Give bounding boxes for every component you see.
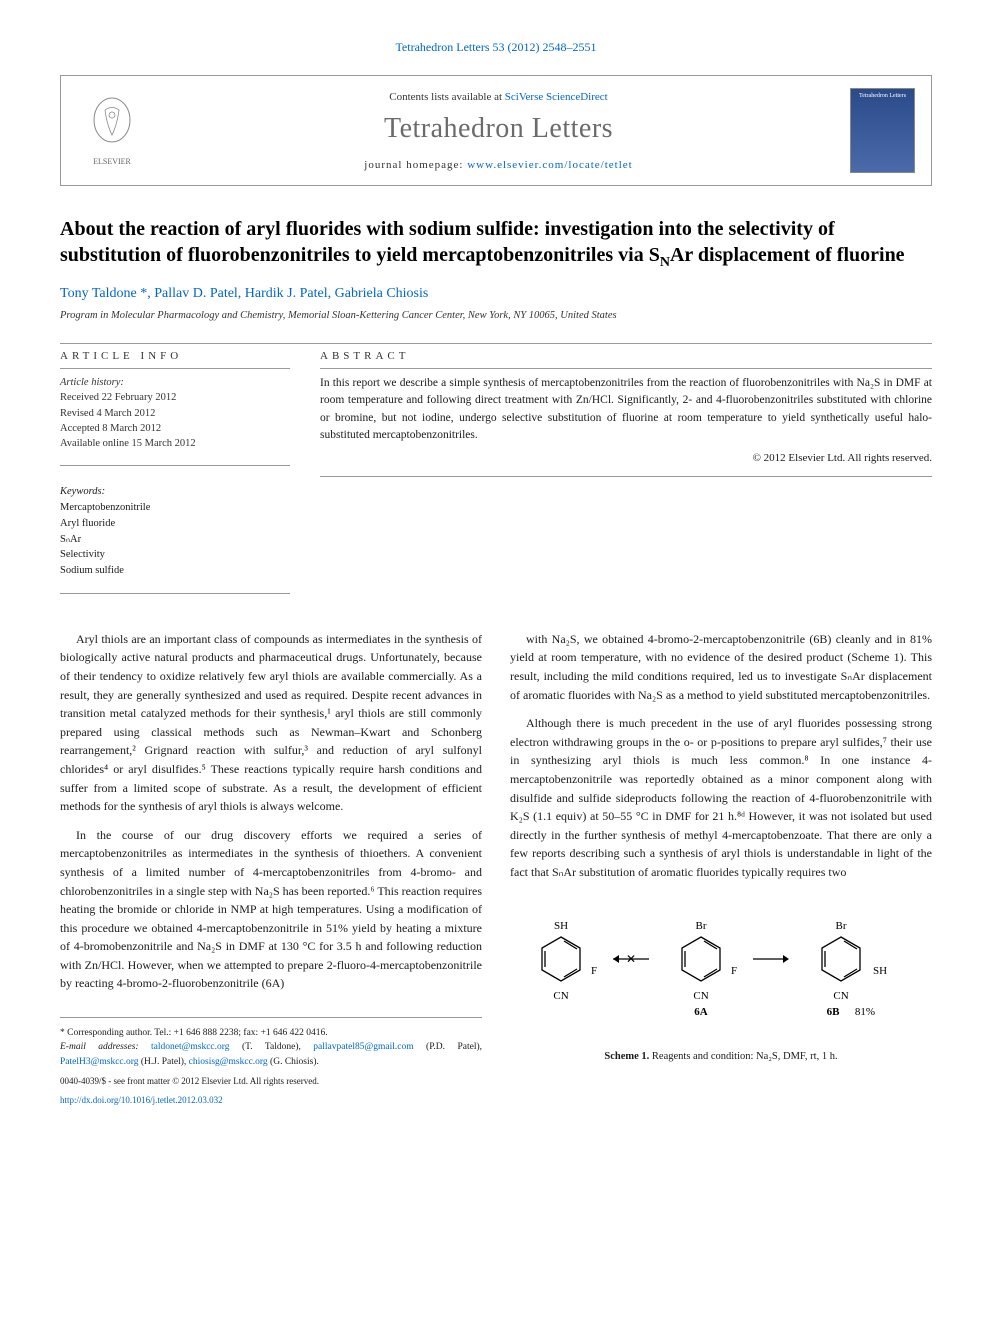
divider [60,465,290,466]
doi-link[interactable]: http://dx.doi.org/10.1016/j.tetlet.2012.… [60,1095,223,1105]
journal-cover-thumbnail: Tetrahedron Letters [850,88,915,173]
divider [60,343,932,344]
homepage-link[interactable]: www.elsevier.com/locate/tetlet [467,159,633,171]
journal-header: ELSEVIER Contents lists available at Sci… [60,75,932,186]
keyword: Selectivity [60,547,290,563]
svg-text:F: F [731,965,737,977]
abstract-column: ABSTRACT In this report we describe a si… [320,350,932,600]
email-who: (G. Chiosis) [270,1057,316,1067]
body-paragraph: with Na₂S, we obtained 4-bromo-2-mercapt… [510,630,932,704]
chemical-scheme-svg: SH F CN ✕ [521,904,921,1034]
journal-title: Tetrahedron Letters [163,113,834,145]
footer-block: * Corresponding author. Tel.: +1 646 888… [60,1017,482,1108]
article-info-label: ARTICLE INFO [60,350,290,362]
contents-prefix: Contents lists available at [389,91,504,103]
abstract-text: In this report we describe a simple synt… [320,375,932,444]
svg-text:81%: 81% [855,1006,875,1018]
svg-text:F: F [591,965,597,977]
email-who: (T. Taldone) [242,1042,299,1052]
body-paragraph: Aryl thiols are an important class of co… [60,630,482,816]
keyword: Aryl fluoride [60,516,290,532]
elsevier-logo: ELSEVIER [77,88,147,173]
svg-text:SH: SH [554,920,568,932]
corresponding-author: * Corresponding author. Tel.: +1 646 888… [60,1026,482,1040]
body-two-column: Aryl thiols are an important class of co… [60,630,932,1108]
email-link[interactable]: taldonet@mskcc.org [151,1042,230,1052]
email-link[interactable]: pallavpatel85@gmail.com [313,1042,413,1052]
email-link[interactable]: PatelH3@mskcc.org [60,1057,139,1067]
homepage-line: journal homepage: www.elsevier.com/locat… [163,159,834,171]
svg-text:6B: 6B [827,1006,841,1018]
received-date: Received 22 February 2012 [60,390,290,405]
email-link[interactable]: chiosisg@mskcc.org [189,1057,268,1067]
scheme-number: Scheme 1. [604,1051,649,1062]
svg-text:Br: Br [696,920,707,932]
svg-text:SH: SH [873,965,887,977]
body-paragraph: Although there is much precedent in the … [510,714,932,881]
authors-line: Tony Taldone *, Pallav D. Patel, Hardik … [60,286,932,302]
scheme-caption-text: Reagents and condition: Na₂S, DMF, rt, 1… [649,1051,837,1062]
divider [320,476,932,477]
keyword: Mercaptobenzonitrile [60,500,290,516]
email-who: (H.J. Patel) [141,1057,184,1067]
article-history: Article history: Received 22 February 20… [60,375,290,451]
elsevier-name: ELSEVIER [93,157,131,166]
divider [320,368,932,369]
body-column-right: with Na₂S, we obtained 4-bromo-2-mercapt… [510,630,932,1108]
svg-text:✕: ✕ [626,952,636,966]
header-center: Contents lists available at SciVerse Sci… [163,91,834,171]
email-label: E-mail addresses: [60,1042,139,1052]
article-title: About the reaction of aryl fluorides wit… [60,216,932,272]
keyword: SₙAr [60,532,290,548]
issn-line: 0040-4039/$ - see front matter © 2012 El… [60,1075,482,1089]
scheme-caption: Scheme 1. Reagents and condition: Na₂S, … [510,1049,932,1065]
online-date: Available online 15 March 2012 [60,436,290,451]
abstract-label: ABSTRACT [320,350,932,362]
email-who: (P.D. Patel) [426,1042,480,1052]
affiliation: Program in Molecular Pharmacology and Ch… [60,310,932,321]
history-label: Article history: [60,375,290,390]
svg-text:Br: Br [836,920,847,932]
svg-text:6A: 6A [694,1006,708,1018]
divider [60,368,290,369]
svg-text:CN: CN [693,990,708,1002]
divider [60,593,290,594]
homepage-prefix: journal homepage: [364,159,467,171]
body-column-left: Aryl thiols are an important class of co… [60,630,482,1108]
journal-reference: Tetrahedron Letters 53 (2012) 2548–2551 [60,40,932,55]
article-info-column: ARTICLE INFO Article history: Received 2… [60,350,290,600]
email-line: E-mail addresses: taldonet@mskcc.org (T.… [60,1040,482,1069]
svg-text:CN: CN [833,990,848,1002]
scheme-figure: SH F CN ✕ [510,904,932,1066]
sciencedirect-link[interactable]: SciVerse ScienceDirect [505,91,608,103]
contents-line: Contents lists available at SciVerse Sci… [163,91,834,103]
cover-label: Tetrahedron Letters [859,93,906,99]
svg-text:CN: CN [553,990,568,1002]
body-paragraph: In the course of our drug discovery effo… [60,826,482,993]
revised-date: Revised 4 March 2012 [60,406,290,421]
keywords-block: Keywords: Mercaptobenzonitrile Aryl fluo… [60,484,290,579]
doi-link-line: http://dx.doi.org/10.1016/j.tetlet.2012.… [60,1094,482,1108]
abstract-copyright: © 2012 Elsevier Ltd. All rights reserved… [320,452,932,464]
keyword: Sodium sulfide [60,563,290,579]
author-link[interactable]: Tony Taldone *, Pallav D. Patel, Hardik … [60,286,428,301]
accepted-date: Accepted 8 March 2012 [60,421,290,436]
keywords-label: Keywords: [60,484,290,500]
